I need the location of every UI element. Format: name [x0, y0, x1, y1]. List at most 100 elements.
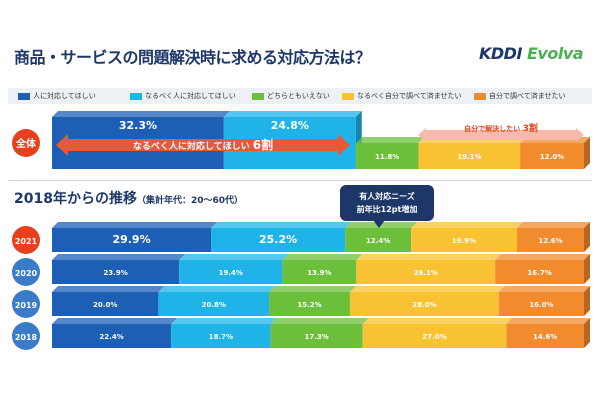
bar-side-face [584, 318, 590, 348]
bar-top-face [269, 286, 356, 292]
callout-tail [373, 220, 385, 228]
data-label: 16.7% [527, 269, 551, 277]
data-label: 26.1% [414, 269, 438, 277]
bar-top-face [171, 318, 277, 324]
legend-label: どちらともいえない [267, 92, 330, 100]
data-label: 28.0% [412, 301, 436, 309]
bar-top-face [270, 318, 369, 324]
data-label: 22.4% [99, 333, 123, 341]
bar-top-face [506, 318, 590, 324]
bar-segment [355, 143, 419, 169]
bar-segment [269, 292, 350, 316]
row-label: 2019 [15, 301, 38, 310]
bar-top-face [52, 318, 178, 324]
bar-top-face [52, 254, 186, 260]
annotation-left-emphasis: 6割 [253, 137, 273, 152]
legend-label: 自分で調べて済ませたい [489, 92, 566, 100]
bar-top-face [498, 286, 590, 292]
bar-segment [349, 292, 499, 316]
bar-top-face [356, 254, 502, 260]
row-label-circle [12, 226, 40, 254]
legend-label: なるべく人に対応してほしい [145, 92, 236, 100]
data-label: 19.4% [219, 269, 243, 277]
bar-segment [498, 292, 584, 316]
data-label: 27.0% [422, 333, 446, 341]
bar-segment [171, 324, 271, 348]
legend-item-4: なるべく自分で調べて済ませたい [342, 88, 462, 104]
legend-label: 人に対応してほしい [33, 92, 96, 100]
legend-item-2: なるべく人に対応してほしい [130, 88, 236, 104]
brand-logo: KDDI Evolva [479, 44, 584, 63]
section-title-text: 2018年からの推移 [14, 191, 137, 207]
legend-item-3: どちらともいえない [252, 88, 330, 104]
bar-top-face [516, 222, 590, 228]
data-label: 18.7% [209, 333, 233, 341]
data-label: 25.2% [259, 233, 297, 246]
bar-top-face [355, 137, 425, 143]
callout-box: 有人対応ニーズ 前年比12pt増加 [340, 185, 434, 221]
row-label-circle [12, 258, 40, 286]
data-label: 29.9% [112, 233, 150, 246]
bar-top-face [349, 286, 505, 292]
bar-segment [52, 260, 180, 284]
bar-segment [52, 228, 212, 252]
bar-top-face [211, 222, 352, 228]
data-label: 14.6% [533, 333, 557, 341]
row-label-circle [12, 290, 40, 318]
bar-side-face [584, 286, 590, 316]
legend-swatch [252, 92, 264, 100]
bar-segment [362, 324, 507, 348]
bar-top-face [52, 111, 230, 117]
data-label: 12.4% [366, 237, 390, 245]
bar-top-face [179, 254, 289, 260]
logo-main: KDDI [479, 44, 522, 63]
bar-segment [179, 260, 283, 284]
logo-accent: Evolva [527, 44, 584, 63]
data-label: 20.8% [202, 301, 226, 309]
bar-segment [516, 228, 584, 252]
data-label: 19.9% [452, 237, 476, 245]
data-label: 15.2% [297, 301, 321, 309]
bar-segment [52, 292, 159, 316]
section-subtitle: （集計年代：20～60代） [136, 196, 244, 206]
bar-segment [520, 143, 584, 169]
page-title: 商品・サービスの問題解決時に求める対応方法は？ [14, 48, 371, 67]
bar-segment [411, 228, 517, 252]
legend-swatch [130, 92, 142, 100]
data-label: 19.1% [457, 153, 481, 161]
data-label: 12.6% [538, 237, 562, 245]
row-label: 2021 [15, 237, 38, 246]
bar-segment [356, 260, 496, 284]
annotation-arrow-right [418, 128, 584, 142]
bar-segment [270, 324, 363, 348]
legend-swatch [342, 92, 354, 100]
bar-top-face [52, 286, 165, 292]
bar-top-face [282, 254, 363, 260]
data-label: 20.0% [93, 301, 117, 309]
legend-swatch [18, 92, 30, 100]
data-label: 32.3% [119, 119, 157, 132]
bar-segment [495, 260, 584, 284]
row-label: 2018 [15, 333, 38, 342]
data-label: 16.0% [529, 301, 553, 309]
annotation-right-text: 自分で解決したい 3割 [464, 122, 538, 134]
bar-top-face [52, 222, 218, 228]
bar-segment [418, 143, 521, 169]
callout-line1: 有人対応ニーズ [359, 192, 415, 201]
data-label: 11.8% [375, 153, 399, 161]
bar-segment [52, 324, 172, 348]
bar-top-face [362, 318, 513, 324]
legend-label: なるべく自分で調べて済ませたい [357, 92, 462, 100]
bar-segment [211, 228, 346, 252]
data-label: 23.9% [103, 269, 127, 277]
legend-swatch [474, 92, 486, 100]
data-label: 13.9% [307, 269, 331, 277]
bar-segment [158, 292, 270, 316]
section-title: 2018年からの推移（集計年代：20～60代） [14, 188, 243, 208]
callout-line2: 前年比12pt増加 [356, 205, 418, 214]
bar-segment [282, 260, 357, 284]
data-label: 12.0% [540, 153, 564, 161]
bar-side-face [584, 222, 590, 252]
bar-top-face [495, 254, 590, 260]
